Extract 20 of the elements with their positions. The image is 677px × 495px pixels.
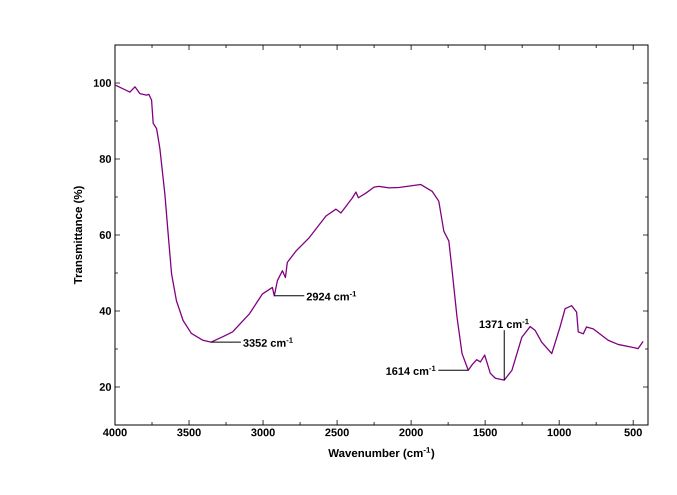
line-series bbox=[114, 84, 644, 381]
annotation: 3352 cm$^{-1}$ bbox=[243, 337, 293, 347]
x-tick-label: 4000 bbox=[102, 428, 127, 436]
annotation: 1371 cm$^{-1}$ bbox=[480, 318, 529, 328]
y-tick-label: 100 bbox=[94, 79, 112, 87]
x-tick-label: 1000 bbox=[548, 428, 571, 436]
y-axis-title: Transmittance (%) bbox=[74, 186, 84, 284]
x-tick-label: 3500 bbox=[177, 428, 201, 436]
x-tick-label: 3000 bbox=[251, 428, 275, 436]
x-tick-label: 1500 bbox=[474, 428, 497, 436]
annotation: 2924 cm$^{-1}$ bbox=[306, 291, 356, 300]
y-tick-label: 20 bbox=[100, 383, 112, 391]
x-tick-label: 2000 bbox=[399, 428, 423, 436]
y-tick-label: 60 bbox=[100, 231, 112, 239]
x-tick-label: 500 bbox=[624, 428, 642, 436]
y-tick-label: 40 bbox=[99, 307, 112, 315]
x-tick-label: 2500 bbox=[325, 428, 349, 436]
y-tick-label: 80 bbox=[100, 155, 112, 163]
annotation: 1614 cm$^{-1}$ bbox=[386, 366, 436, 375]
x-axis-title: Wavenumber (cm$^{-1}$) bbox=[328, 447, 434, 460]
